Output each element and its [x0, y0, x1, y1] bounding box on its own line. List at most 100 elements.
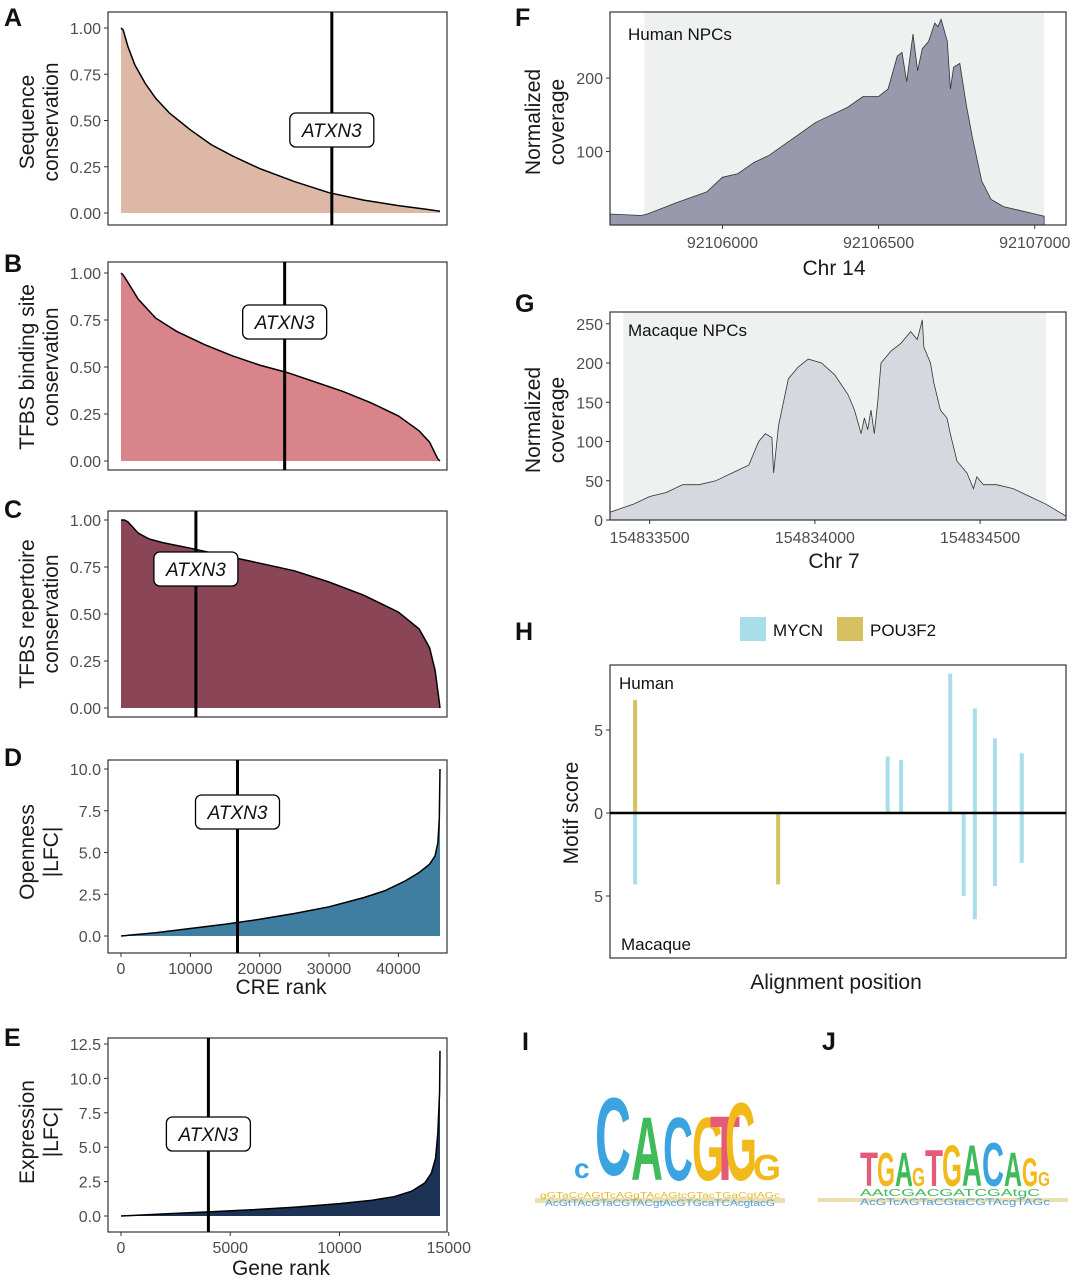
panel-letter: D — [4, 744, 22, 772]
logo-baseline — [535, 1198, 785, 1203]
panel-letter: J — [822, 1028, 836, 1056]
plot-area: ATXN3 0.0 2.5 5.0 7.5 10.0 0 10000 20000 30000 400… — [70, 759, 448, 978]
bar-mycn — [899, 759, 904, 813]
svg-text:AcGTcAGTaCGtaCGTAcgTAGc: AcGTcAGTaCGtaCGTAcgTAGc — [860, 1197, 1051, 1207]
y-tick-label: 0.75 — [70, 560, 101, 577]
x-tick-label: 5000 — [212, 1240, 248, 1257]
legend-swatch-mycn — [740, 617, 766, 641]
x-axis-label: Alignment position — [750, 971, 922, 994]
y-tick-label: 7.5 — [79, 1106, 101, 1123]
y-tick-label: 150 — [576, 395, 603, 412]
bar-pou3f2 — [776, 813, 781, 885]
panel-f: F Human NPCs 100 200 92106000 92106500 921070… — [515, 4, 1070, 280]
y-tick-label: 200 — [576, 356, 603, 373]
bar-mycn — [633, 813, 638, 885]
logo-letter-g: G — [942, 1134, 962, 1199]
x-tick-label: 40000 — [376, 961, 421, 978]
annotation-box — [153, 551, 239, 587]
area-fill — [121, 28, 440, 213]
area-fill — [121, 769, 440, 936]
y-axis-label: TFBS repertoire — [16, 539, 39, 688]
logo-letter-c: C — [663, 1100, 693, 1200]
y-tick-label: 0.0 — [79, 1209, 101, 1226]
bar-mycn — [972, 708, 977, 813]
y-tick-label: 1.00 — [70, 266, 101, 283]
plot-area: Human NPCs 100 200 92106000 92106500 92107000 — [576, 11, 1070, 252]
x-axis-label: CRE rank — [235, 976, 327, 999]
y-tick-label: 10.0 — [70, 1071, 101, 1088]
y-axis-label: conservation — [40, 554, 63, 673]
logo-letter-g: G — [725, 1081, 757, 1204]
x-tick-label: 10000 — [317, 1240, 362, 1257]
plot-area: ATXN3 0.00 0.25 0.50 0.75 1.00 — [70, 11, 448, 226]
bar-mycn — [961, 813, 966, 896]
panel-letter: F — [515, 4, 530, 32]
y-tick-label: 0 — [594, 513, 603, 530]
legend-label-mycn: MYCN — [773, 621, 823, 640]
y-axis-label: |LFC| — [40, 1107, 63, 1158]
logo-letter-c: c — [574, 1153, 590, 1184]
y-tick-label: 0.75 — [70, 313, 101, 330]
x-axis-label: Gene rank — [232, 1257, 331, 1280]
panel-c: C ATXN3 0.00 0.25 0.50 0.75 1.00 TFBS reperto… — [4, 496, 448, 718]
coverage-area — [609, 18, 1045, 226]
x-tick-label: 15000 — [426, 1240, 471, 1257]
y-tick-label: 100 — [576, 435, 603, 452]
legend-label-pou3f2: POU3F2 — [870, 621, 936, 640]
y-tick-label: 5.0 — [79, 846, 101, 863]
macaque-label: Macaque — [621, 935, 691, 954]
annotation-box — [194, 794, 281, 830]
y-tick-label: 0.00 — [70, 454, 101, 471]
bar-mycn — [992, 738, 997, 813]
panel-a: A ATXN3 0.00 0.25 0.50 0.75 1.00 Sequence con… — [4, 4, 448, 226]
area-line — [121, 519, 441, 709]
panel-letter: G — [515, 290, 534, 318]
y-tick-label: 5 — [594, 723, 603, 740]
bar-mycn — [972, 813, 977, 920]
y-tick-label: 0.0 — [79, 929, 101, 946]
logo-letter-t: T — [710, 1098, 740, 1200]
annotation-label: ATXN3 — [301, 121, 362, 142]
logo-letter-a: A — [1004, 1144, 1022, 1197]
panel-e: E ATXN3 0.0 2.5 5.0 7.5 10.0 12.5 0 5000 10000 150… — [4, 1024, 471, 1280]
area-fill — [121, 273, 440, 461]
y-tick-label: 5 — [594, 889, 603, 906]
y-axis-label: Expression — [16, 1080, 39, 1184]
y-axis-label: Openness — [16, 804, 39, 900]
x-tick-label: 20000 — [237, 961, 282, 978]
y-axis-label: Sequence — [16, 75, 39, 170]
logo-letter-t: T — [860, 1144, 878, 1197]
svg-text:AcGtTAcGTaCGTACgtAcGTGcaTCAcgt: AcGtTAcGTaCGTACgtAcGTGcaTCAcgtacG — [545, 1198, 775, 1208]
plot-area: ATXN3 0.0 2.5 5.0 7.5 10.0 12.5 0 5000 10000 15000 — [70, 1037, 471, 1257]
x-tick-label: 154834000 — [775, 530, 855, 547]
y-tick-label: 0.50 — [70, 607, 101, 624]
panel-letter: E — [4, 1024, 21, 1052]
y-axis-label: Normalized — [522, 69, 545, 175]
annotation-box — [165, 1116, 252, 1152]
logo-letter-c: C — [982, 1131, 1004, 1200]
area-line — [120, 27, 441, 212]
y-axis-label: conservation — [40, 307, 63, 426]
y-tick-label: 7.5 — [79, 804, 101, 821]
panel-letter: C — [4, 496, 22, 524]
logo-letter-g: G — [692, 1100, 724, 1200]
y-axis-label: Normalized — [522, 367, 545, 473]
y-tick-label: 0.25 — [70, 407, 101, 424]
x-axis-label: Chr 14 — [802, 257, 865, 280]
area-line — [120, 768, 441, 937]
y-tick-label: 0 — [594, 806, 603, 823]
y-tick-label: 250 — [576, 317, 603, 334]
panel-letter: H — [515, 618, 533, 646]
y-tick-label: 0.00 — [70, 701, 101, 718]
x-tick-label: 0 — [117, 1240, 126, 1257]
coverage-area — [609, 319, 1067, 521]
y-axis-label: coverage — [546, 79, 569, 165]
y-tick-label: 0.50 — [70, 114, 101, 131]
plot-frame — [107, 261, 448, 471]
bar-pou3f2 — [633, 700, 638, 813]
plot-frame — [609, 11, 1067, 226]
annotation-label: ATXN3 — [207, 803, 268, 824]
x-tick-label: 10000 — [168, 961, 213, 978]
sequence-logo-mycn: AcGtTAcGTaCGTACgtAcGTGcaTCAcgtacG gGTaCc… — [535, 1076, 785, 1208]
panel-letter: B — [4, 250, 22, 278]
